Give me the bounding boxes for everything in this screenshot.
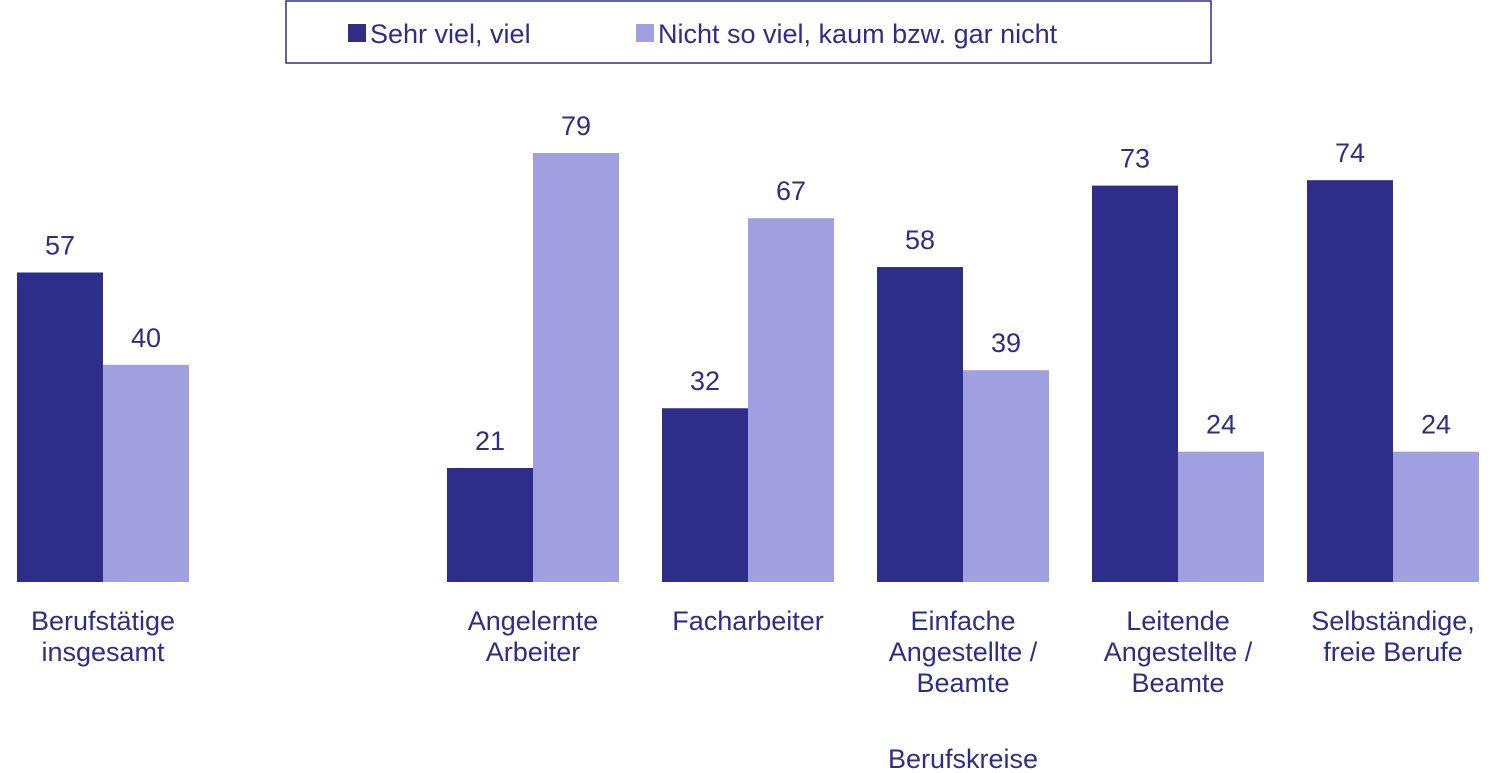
value-label: 24 bbox=[1421, 410, 1451, 440]
bar bbox=[662, 408, 748, 582]
legend-swatch bbox=[348, 24, 366, 42]
x-tick-label: Berufstätige insgesamt bbox=[30, 606, 176, 667]
value-label: 24 bbox=[1206, 410, 1236, 440]
bar bbox=[963, 370, 1049, 582]
bar bbox=[447, 467, 533, 582]
value-label: 32 bbox=[690, 366, 720, 396]
value-label: 40 bbox=[131, 323, 161, 353]
value-label: 67 bbox=[776, 176, 806, 206]
bar bbox=[533, 153, 619, 582]
value-label: 39 bbox=[991, 328, 1021, 358]
bar bbox=[1393, 451, 1479, 582]
value-label: 58 bbox=[905, 225, 935, 255]
legend-box bbox=[285, 0, 1212, 64]
bar bbox=[103, 364, 189, 582]
value-label: 74 bbox=[1335, 138, 1365, 168]
x-tick-label: Selbständige, freie Berufe bbox=[1311, 606, 1475, 667]
legend-label: Nicht so viel, kaum bzw. gar nicht bbox=[658, 19, 1058, 49]
value-label: 79 bbox=[561, 111, 591, 141]
legend-swatch bbox=[636, 24, 654, 42]
value-label: 57 bbox=[45, 230, 75, 260]
x-tick-label: Leitende Angestellte / Beamte bbox=[1103, 606, 1253, 698]
x-axis-label: Berufskreise bbox=[888, 744, 1038, 773]
bar bbox=[1092, 185, 1178, 583]
bar bbox=[748, 218, 834, 582]
x-tick-label: Facharbeiter bbox=[672, 606, 824, 636]
legend-label: Sehr viel, viel bbox=[370, 19, 531, 49]
value-label: 73 bbox=[1120, 144, 1150, 174]
value-label: 21 bbox=[475, 426, 505, 456]
bar bbox=[17, 272, 103, 582]
x-tick-label: Angelernte Arbeiter bbox=[467, 606, 599, 667]
bar bbox=[877, 267, 963, 582]
x-tick-label: Einfache Angestellte / Beamte bbox=[888, 606, 1038, 698]
bar bbox=[1178, 451, 1264, 582]
bar bbox=[1307, 180, 1393, 582]
